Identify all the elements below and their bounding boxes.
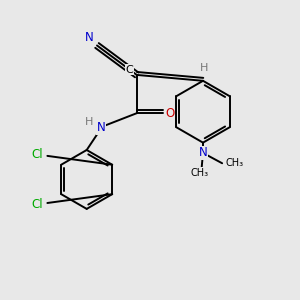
Text: N: N (97, 122, 106, 134)
Text: CH₃: CH₃ (226, 158, 244, 168)
Text: N: N (199, 146, 207, 159)
Text: CH₃: CH₃ (191, 168, 209, 178)
Text: Cl: Cl (31, 198, 43, 211)
Text: H: H (85, 117, 93, 127)
Text: C: C (125, 64, 133, 75)
Text: N: N (85, 31, 94, 44)
Text: O: O (165, 107, 174, 120)
Text: H: H (200, 63, 209, 74)
Text: Cl: Cl (31, 148, 43, 161)
